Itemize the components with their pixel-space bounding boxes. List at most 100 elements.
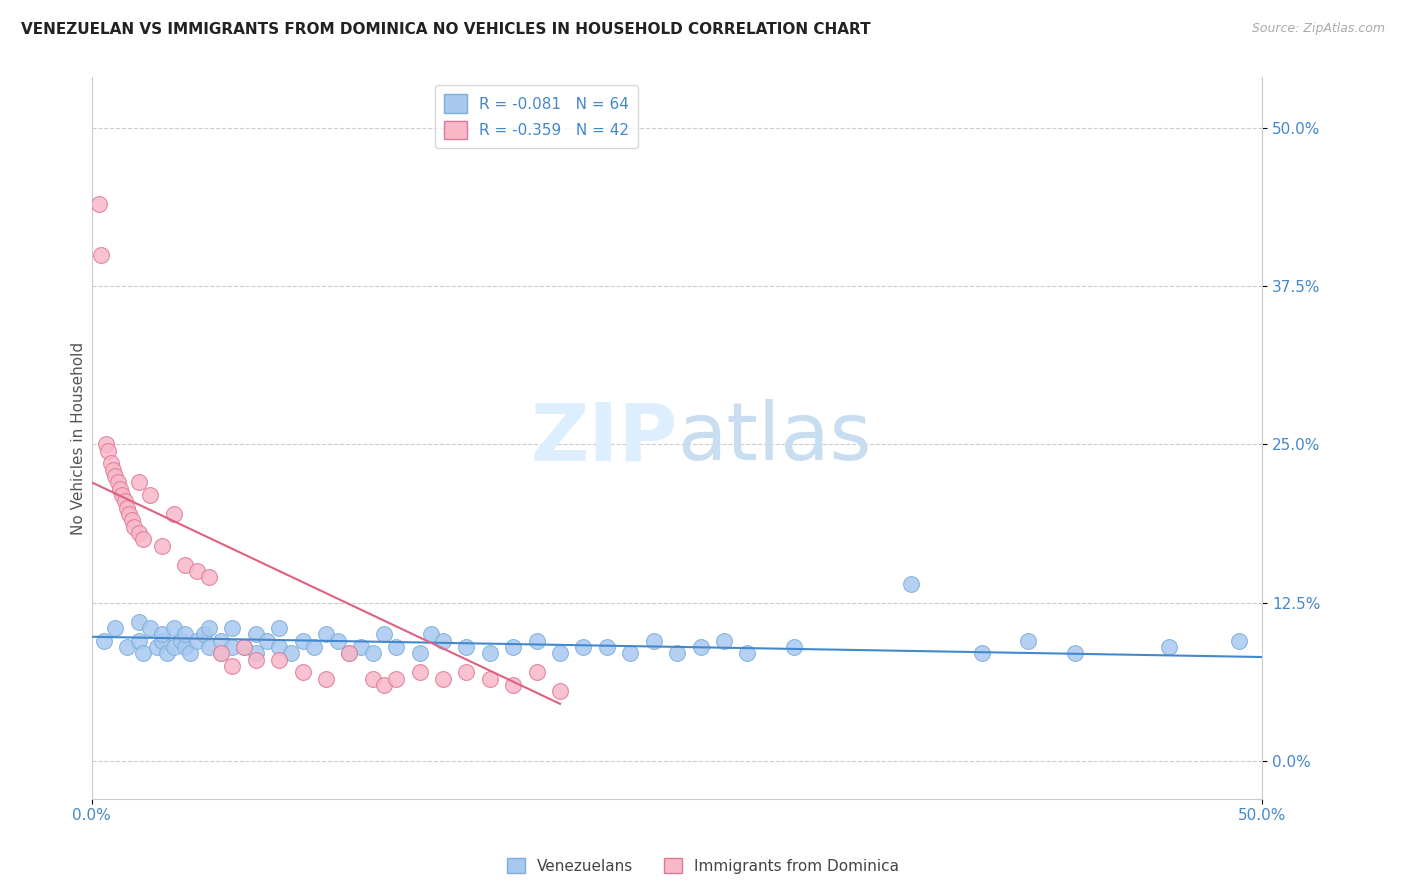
Text: Source: ZipAtlas.com: Source: ZipAtlas.com [1251, 22, 1385, 36]
Point [291, 633, 314, 648]
Point [408, 646, 430, 660]
Point [209, 646, 232, 660]
Point [456, 640, 478, 654]
Point [970, 646, 993, 660]
Point [107, 475, 129, 490]
Point [132, 533, 155, 547]
Point [150, 539, 173, 553]
Point [526, 665, 548, 680]
Point [1017, 633, 1039, 648]
Point [502, 678, 524, 692]
Point [163, 507, 186, 521]
Point [900, 576, 922, 591]
Point [118, 507, 141, 521]
Point [114, 494, 136, 508]
Point [408, 665, 430, 680]
Point [104, 469, 127, 483]
Point [315, 627, 337, 641]
Point [186, 564, 208, 578]
Point [302, 640, 325, 654]
Point [209, 646, 232, 660]
Point [315, 672, 337, 686]
Point [245, 646, 267, 660]
Point [122, 519, 145, 533]
Point [87, 197, 110, 211]
Point [269, 621, 291, 635]
Point [198, 570, 221, 584]
Text: atlas: atlas [678, 399, 872, 477]
Point [93, 633, 115, 648]
Point [198, 640, 221, 654]
Point [100, 457, 122, 471]
Point [361, 646, 384, 660]
Point [233, 640, 256, 654]
Point [101, 463, 124, 477]
Point [115, 640, 138, 654]
Point [170, 633, 193, 648]
Point [269, 640, 291, 654]
Point [1157, 640, 1180, 654]
Point [666, 646, 689, 660]
Point [156, 646, 179, 660]
Point [350, 640, 373, 654]
Point [139, 488, 162, 502]
Point [572, 640, 595, 654]
Point [548, 646, 571, 660]
Point [643, 633, 665, 648]
Text: ZIP: ZIP [530, 399, 678, 477]
Point [139, 621, 162, 635]
Point [233, 640, 256, 654]
Point [361, 672, 384, 686]
Point [1064, 646, 1087, 660]
Point [186, 633, 208, 648]
Point [108, 482, 131, 496]
Point [596, 640, 619, 654]
Point [373, 678, 395, 692]
Point [420, 627, 443, 641]
Point [783, 640, 806, 654]
Point [90, 247, 112, 261]
Y-axis label: No Vehicles in Household: No Vehicles in Household [72, 342, 86, 534]
Point [174, 640, 197, 654]
Point [209, 633, 232, 648]
Point [179, 646, 201, 660]
Legend: R = -0.081   N = 64, R = -0.359   N = 42: R = -0.081 N = 64, R = -0.359 N = 42 [434, 85, 638, 148]
Point [193, 627, 215, 641]
Point [150, 627, 173, 641]
Text: VENEZUELAN VS IMMIGRANTS FROM DOMINICA NO VEHICLES IN HOUSEHOLD CORRELATION CHAR: VENEZUELAN VS IMMIGRANTS FROM DOMINICA N… [21, 22, 870, 37]
Point [150, 633, 173, 648]
Point [280, 646, 302, 660]
Point [269, 652, 291, 666]
Legend: Venezuelans, Immigrants from Dominica: Venezuelans, Immigrants from Dominica [501, 852, 905, 880]
Point [337, 646, 360, 660]
Point [174, 627, 197, 641]
Point [432, 672, 454, 686]
Point [548, 684, 571, 698]
Point [163, 640, 186, 654]
Point [221, 659, 243, 673]
Point [385, 672, 408, 686]
Point [132, 646, 155, 660]
Point [198, 621, 221, 635]
Point [104, 621, 127, 635]
Point [94, 437, 117, 451]
Point [478, 672, 501, 686]
Point [1227, 633, 1250, 648]
Point [146, 640, 169, 654]
Point [456, 665, 478, 680]
Point [291, 665, 314, 680]
Point [128, 475, 150, 490]
Point [713, 633, 735, 648]
Point [737, 646, 759, 660]
Point [337, 646, 360, 660]
Point [478, 646, 501, 660]
Point [373, 627, 395, 641]
Point [619, 646, 641, 660]
Point [121, 513, 143, 527]
Point [111, 488, 134, 502]
Point [385, 640, 408, 654]
Point [256, 633, 278, 648]
Point [326, 633, 349, 648]
Point [432, 633, 454, 648]
Point [221, 621, 243, 635]
